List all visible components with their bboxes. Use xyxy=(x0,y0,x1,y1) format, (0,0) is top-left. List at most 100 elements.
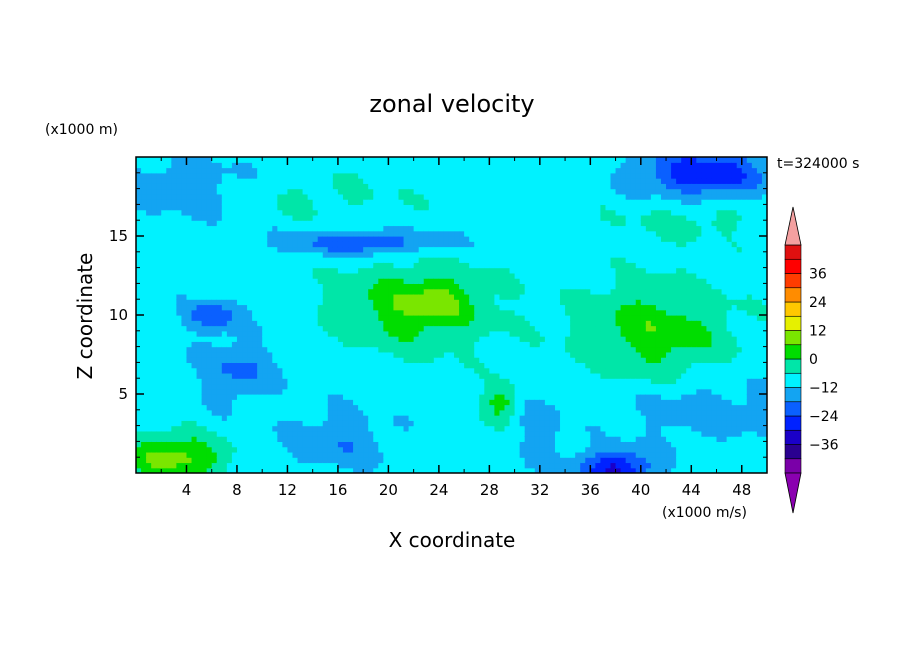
field-cell xyxy=(484,204,490,211)
field-cell xyxy=(524,283,531,290)
field-cell xyxy=(267,278,273,284)
field-cell xyxy=(413,267,420,274)
field-cell xyxy=(459,320,465,327)
field-cell xyxy=(403,415,410,421)
field-cell xyxy=(358,388,364,395)
field-cell xyxy=(428,462,435,469)
field-cell xyxy=(529,283,536,290)
field-cell xyxy=(146,341,152,348)
field-cell xyxy=(216,357,223,363)
field-cell xyxy=(267,399,273,406)
field-cell xyxy=(236,288,243,295)
field-cell xyxy=(373,325,379,332)
field-cell xyxy=(514,357,521,363)
field-cell xyxy=(398,430,405,437)
field-cell xyxy=(277,367,283,374)
field-cell xyxy=(146,188,152,195)
field-cell xyxy=(459,383,465,390)
field-cell xyxy=(196,446,203,453)
field-cell xyxy=(519,409,526,416)
field-cell xyxy=(378,420,384,427)
field-cell xyxy=(166,430,172,437)
field-cell xyxy=(166,446,172,453)
field-cell xyxy=(383,251,389,258)
field-cell xyxy=(388,372,395,379)
field-cell xyxy=(459,199,465,205)
field-cell xyxy=(413,467,420,473)
field-cell xyxy=(252,246,258,253)
field-cell xyxy=(247,209,253,216)
field-cell xyxy=(307,330,314,337)
field-cell xyxy=(539,283,546,290)
field-cell xyxy=(312,330,319,337)
field-cell xyxy=(342,157,349,163)
field-cell xyxy=(373,457,379,464)
field-cell xyxy=(438,167,445,174)
field-cell xyxy=(413,209,420,216)
field-cell xyxy=(297,246,304,253)
field-cell xyxy=(549,246,556,253)
field-cell xyxy=(282,157,289,163)
field-cell xyxy=(342,399,349,406)
field-cell xyxy=(141,293,147,300)
field-cell xyxy=(454,204,460,211)
field-cell xyxy=(166,183,172,190)
field-cell xyxy=(272,320,278,327)
field-cell xyxy=(332,178,339,184)
field-cell xyxy=(413,315,420,321)
field-cell xyxy=(469,214,475,221)
field-cell xyxy=(443,293,450,300)
field-cell xyxy=(312,257,319,263)
field-cell xyxy=(443,330,450,337)
field-cell xyxy=(474,293,480,300)
field-cell xyxy=(342,372,349,379)
field-cell xyxy=(443,283,450,290)
field-cell xyxy=(534,367,541,374)
field-cell xyxy=(282,372,289,379)
field-cell xyxy=(454,325,460,332)
field-cell xyxy=(368,188,374,195)
field-cell xyxy=(236,457,243,464)
field-cell xyxy=(544,167,551,174)
field-cell xyxy=(312,204,319,211)
field-cell xyxy=(166,288,172,295)
field-cell xyxy=(196,214,203,221)
field-cell xyxy=(443,462,450,469)
field-cell xyxy=(368,325,374,332)
field-cell xyxy=(529,346,536,353)
field-cell xyxy=(292,293,299,300)
field-cell xyxy=(479,246,485,253)
field-cell xyxy=(166,436,172,442)
field-cell xyxy=(499,399,506,406)
field-cell xyxy=(136,394,142,400)
field-cell xyxy=(186,236,193,242)
field-cell xyxy=(368,241,374,248)
field-cell xyxy=(242,293,248,300)
field-cell xyxy=(539,157,546,163)
field-cell xyxy=(504,199,511,205)
field-cell xyxy=(297,251,304,258)
field-cell xyxy=(464,167,470,174)
field-cell xyxy=(373,436,379,442)
field-cell xyxy=(216,241,223,248)
field-cell xyxy=(373,236,379,242)
field-cell xyxy=(156,378,162,385)
field-cell xyxy=(514,415,521,421)
field-cell xyxy=(499,188,506,195)
field-cell xyxy=(312,199,319,205)
field-cell xyxy=(494,446,501,453)
field-cell xyxy=(292,451,299,458)
field-cell xyxy=(504,157,511,163)
field-cell xyxy=(257,404,263,411)
field-cell xyxy=(317,236,324,242)
y-axis-label: Z coordinate xyxy=(73,253,97,380)
field-cell xyxy=(282,304,289,311)
field-cell xyxy=(398,409,405,416)
field-cell xyxy=(277,451,283,458)
field-cell xyxy=(474,167,480,174)
field-cell xyxy=(418,204,425,211)
field-cell xyxy=(544,336,551,342)
field-cell xyxy=(393,346,400,353)
field-cell xyxy=(509,425,516,432)
field-cell xyxy=(514,251,521,258)
